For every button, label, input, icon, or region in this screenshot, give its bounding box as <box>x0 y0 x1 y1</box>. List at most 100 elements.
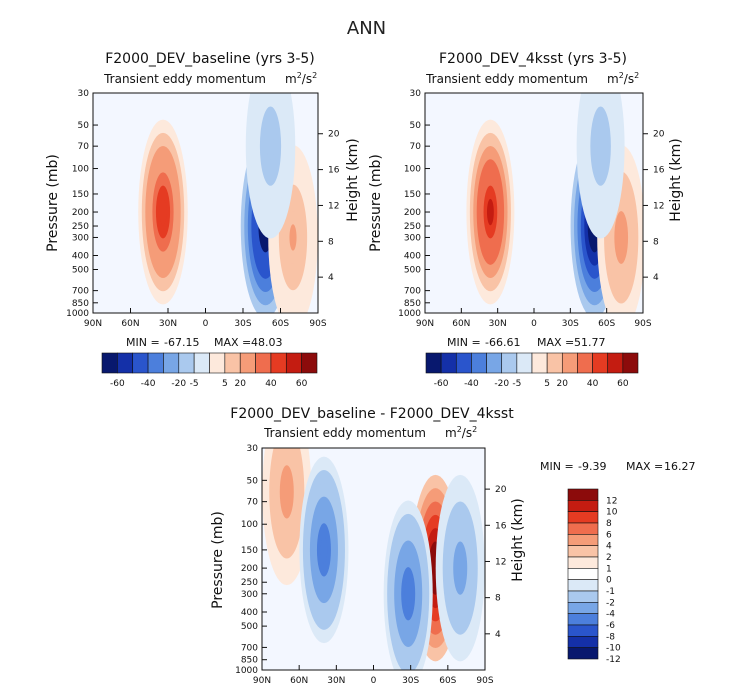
contour-field <box>425 93 643 313</box>
height-tick-label: 12 <box>653 201 664 211</box>
panel-title: F2000_DEV_4ksst (yrs 3-5) <box>439 51 627 67</box>
colorbar-label: -12 <box>606 655 621 665</box>
y-tick-label: 250 <box>404 222 421 232</box>
colorbar-label: 10 <box>606 508 618 518</box>
colorbar-swatch <box>516 352 533 374</box>
y-tick-label: 30 <box>410 89 422 99</box>
contour-field <box>93 93 318 313</box>
x-tick-label: 90N <box>253 676 271 686</box>
units-label: m2/s2 <box>607 71 639 86</box>
colorbar-swatch <box>567 579 599 592</box>
colorbar-swatch <box>567 613 599 626</box>
y-tick-label: 300 <box>404 233 421 243</box>
x-tick-label: 30S <box>562 319 579 329</box>
x-tick-label: 90S <box>634 319 651 329</box>
colorbar-label: 20 <box>234 379 246 389</box>
colorbar-swatch <box>567 545 599 558</box>
x-tick-label: 30N <box>489 319 507 329</box>
max-label: MAX = <box>537 336 574 349</box>
contour-plot: 90N 60N 30N 0 30S 60S 90S 30 50 70 100 150 200 250300… <box>66 89 340 329</box>
y-axis-label: Pressure (mb) <box>210 511 226 609</box>
contour-upper-nh-level <box>283 478 291 506</box>
y-tick-label: 850 <box>241 656 258 666</box>
panel-title: F2000_DEV_baseline - F2000_DEV_4ksst <box>230 406 514 422</box>
colorbar-label: -40 <box>141 379 156 389</box>
height-axis-label: Height (km) <box>510 498 526 581</box>
height-tick-label: 20 <box>495 485 507 495</box>
height-tick-label: 16 <box>495 521 507 531</box>
y-axis-label: Pressure (mb) <box>45 154 61 252</box>
colorbar-swatch <box>567 488 599 501</box>
y-tick-label: 500 <box>241 622 258 632</box>
y-tick-label: 50 <box>78 121 90 131</box>
colorbar-swatch <box>440 352 457 374</box>
x-tick-label: 60S <box>598 319 615 329</box>
height-tick-label: 4 <box>653 273 659 283</box>
height-axis-label: Height (km) <box>668 138 684 221</box>
y-tick-label: 850 <box>404 299 421 309</box>
height-tick-label: 20 <box>328 130 340 140</box>
colorbar-swatch <box>471 352 487 374</box>
colorbar-swatch <box>567 568 599 580</box>
contour-nh-jet-level <box>159 198 167 226</box>
colorbar-swatch <box>622 352 639 374</box>
panel-difference: F2000_DEV_baseline - F2000_DEV_4ksst Tra… <box>210 406 696 686</box>
y-tick-label: 200 <box>72 208 89 218</box>
height-tick-label: 12 <box>328 201 339 211</box>
colorbar-swatch <box>455 352 472 374</box>
y-tick-label: 200 <box>241 564 258 574</box>
colorbar: -60 -40 -20 -5 5 20 40 60 <box>101 352 318 389</box>
contour-polar-south-level <box>289 224 297 251</box>
x-tick-label: 30S <box>234 319 251 329</box>
y-tick-label: 500 <box>72 266 89 276</box>
x-tick-label: 60N <box>121 319 139 329</box>
panel-subtitle: Transient eddy momentum <box>425 72 588 86</box>
contour-nh-neg-level <box>320 536 328 564</box>
height-tick-label: 16 <box>328 166 340 176</box>
y-tick-label: 300 <box>72 233 89 243</box>
colorbar-swatch <box>193 352 210 374</box>
y-tick-label: 100 <box>72 165 89 175</box>
contour-upper-sh-level <box>597 132 605 160</box>
colorbar-label: -4 <box>606 610 615 620</box>
x-tick-label: 0 <box>531 319 537 329</box>
units-label: m2/s2 <box>445 425 477 440</box>
x-tick-label: 90N <box>416 319 434 329</box>
x-tick-label: 0 <box>203 319 209 329</box>
height-tick-label: 4 <box>328 273 334 283</box>
x-tick-label: 30N <box>327 676 345 686</box>
colorbar-label: -40 <box>464 379 479 389</box>
colorbar-label: -60 <box>110 379 125 389</box>
panel-title: F2000_DEV_baseline (yrs 3-5) <box>105 51 315 67</box>
colorbar-label: -6 <box>606 621 615 631</box>
x-tick-label: 90S <box>476 676 493 686</box>
colorbar-label: -5 <box>190 379 199 389</box>
y-tick-label: 250 <box>241 578 258 588</box>
colorbar-label: 2 <box>606 553 612 563</box>
colorbar-label: 4 <box>606 542 612 552</box>
x-tick-label: 30S <box>402 676 419 686</box>
colorbar-label: 5 <box>544 379 550 389</box>
colorbar-label: 12 <box>606 496 617 506</box>
panel-baseline: F2000_DEV_baseline (yrs 3-5) Transient e… <box>45 51 361 389</box>
y-tick-label: 700 <box>404 287 421 297</box>
y-tick-label: 700 <box>72 287 89 297</box>
contour-sh-neg-level <box>404 580 412 608</box>
colorbar-label: -20 <box>494 379 509 389</box>
colorbar-swatch <box>117 352 134 374</box>
colorbar-label: 8 <box>606 519 612 529</box>
height-tick-label: 20 <box>653 130 665 140</box>
x-tick-label: 90N <box>84 319 102 329</box>
x-tick-label: 60S <box>439 676 456 686</box>
colorbar-label: 60 <box>617 379 629 389</box>
colorbar-swatch <box>209 352 226 374</box>
contour-field <box>262 448 485 670</box>
y-tick-label: 1000 <box>398 309 421 319</box>
y-tick-label: 100 <box>241 520 258 530</box>
contour-polar-south-level <box>617 224 625 251</box>
height-tick-label: 8 <box>328 237 334 247</box>
page-title: ANN <box>346 18 387 39</box>
colorbar-swatch <box>486 352 503 374</box>
colorbar-swatch <box>501 352 518 374</box>
